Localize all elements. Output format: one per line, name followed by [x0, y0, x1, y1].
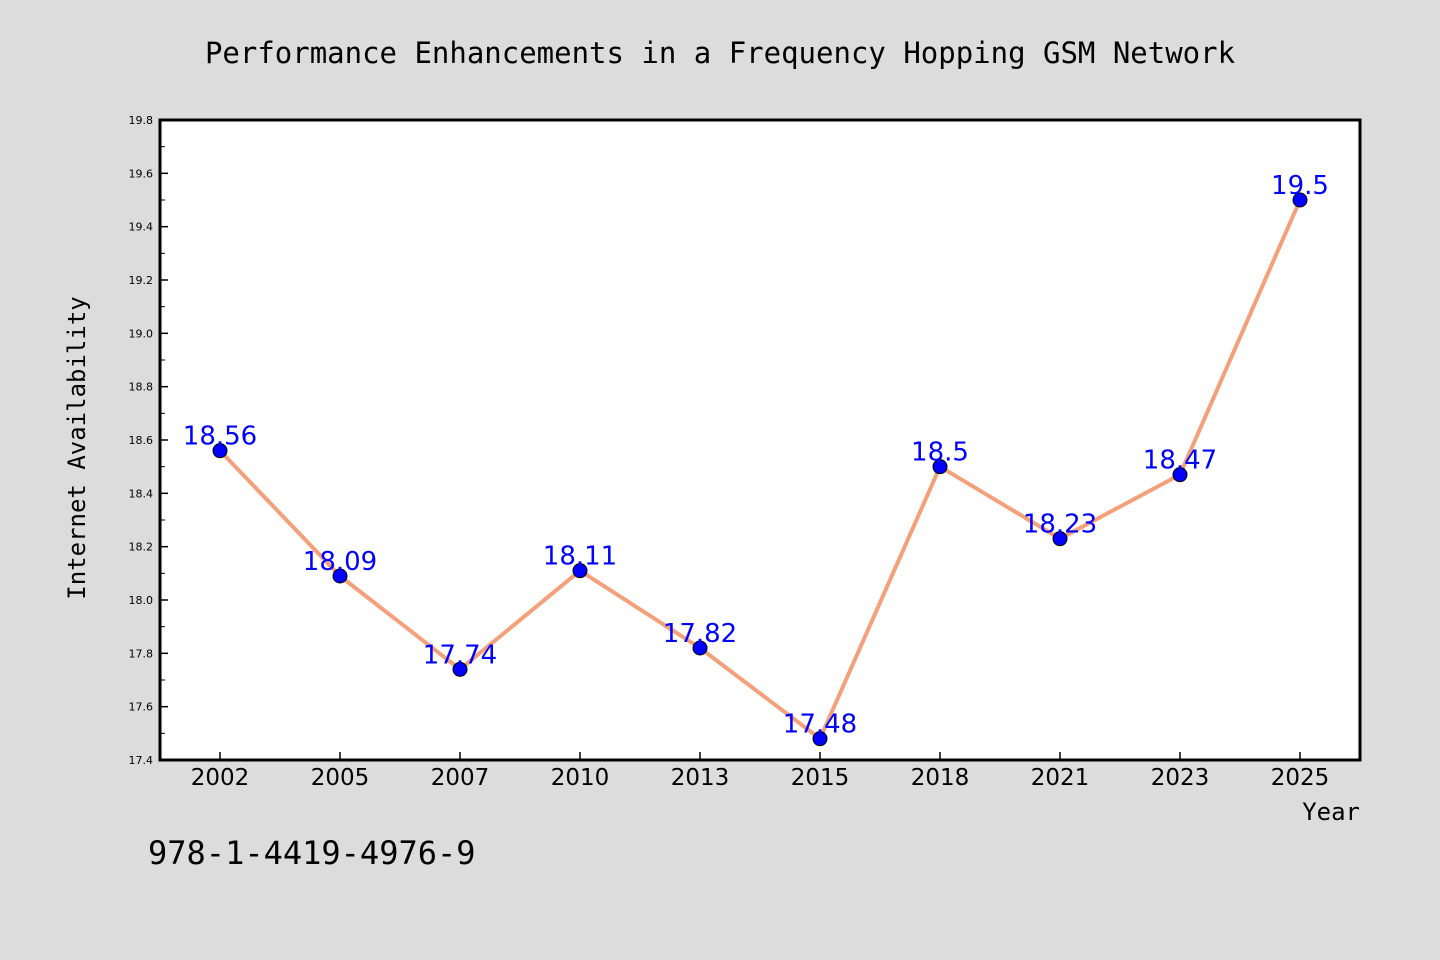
data-label: 18.23 [1023, 510, 1097, 540]
series-markers [212, 192, 1308, 747]
series-line [218, 199, 1302, 741]
data-label: 18.11 [543, 542, 617, 572]
data-point [1052, 531, 1068, 547]
x-tick-label: 2025 [1271, 765, 1330, 791]
x-tick-label: 2005 [311, 765, 370, 791]
y-tick-label: 19.6 [129, 167, 154, 180]
data-point [692, 640, 708, 656]
y-tick-label: 19.2 [129, 274, 154, 287]
y-tick-label: 19.8 [129, 114, 154, 127]
data-labels: 18.56 18.09 17.74 18.11 17.82 17.48 18.5 18.23 1… [183, 171, 1329, 740]
data-point [1292, 192, 1308, 208]
y-tick-label: 19.4 [129, 221, 154, 234]
data-point [932, 459, 948, 475]
y-axis-label: Internet Availability [63, 296, 91, 599]
y-tick-label: 17.6 [129, 701, 154, 714]
series-line-group [218, 199, 1302, 741]
data-label: 18.5 [911, 438, 969, 468]
data-label: 19.5 [1271, 171, 1329, 201]
x-axis-label: Year [1302, 798, 1360, 826]
x-tick-label: 2010 [551, 765, 610, 791]
footnote-isbn: 978-1-4419-4976-9 [148, 834, 476, 872]
x-tick-label: 2007 [431, 765, 490, 791]
x-tick-label: 2002 [191, 765, 250, 791]
data-label: 17.48 [783, 710, 857, 740]
x-tick-label: 2013 [671, 765, 730, 791]
y-tick-label: 18.8 [129, 381, 154, 394]
y-tick-label: 18.2 [129, 541, 154, 554]
y-tick-label: 18.6 [129, 434, 154, 447]
y-tick-label: 19.0 [129, 327, 154, 340]
plot-area [160, 120, 1360, 760]
x-tick-label: 2018 [911, 765, 970, 791]
x-tick-label: 2015 [791, 765, 850, 791]
x-tick-label: 2023 [1151, 765, 1210, 791]
data-point [1172, 467, 1188, 483]
data-point [212, 443, 228, 459]
data-label: 18.09 [303, 547, 377, 577]
data-label: 18.47 [1143, 446, 1217, 476]
y-tick-label: 17.8 [129, 647, 154, 660]
chart-title: Performance Enhancements in a Frequency … [205, 36, 1236, 70]
y-axis: 17.4 17.6 17.8 18.0 18.2 18.4 18.6 18.8 19.0 19.2… [129, 114, 168, 767]
plot-frame [158, 118, 1362, 762]
data-point [812, 731, 828, 747]
x-axis: 2002 2005 2007 2010 2013 2015 2018 2021 2023 2025 [191, 752, 1330, 791]
data-point [332, 568, 348, 584]
data-point [572, 563, 588, 579]
x-tick-label: 2021 [1031, 765, 1090, 791]
data-point [452, 661, 468, 677]
data-label: 18.56 [183, 422, 257, 452]
data-label: 17.74 [423, 640, 497, 670]
data-label: 17.82 [663, 619, 737, 649]
y-tick-label: 17.4 [129, 754, 154, 767]
y-tick-label: 18.0 [129, 594, 154, 607]
y-tick-label: 18.4 [129, 487, 154, 500]
